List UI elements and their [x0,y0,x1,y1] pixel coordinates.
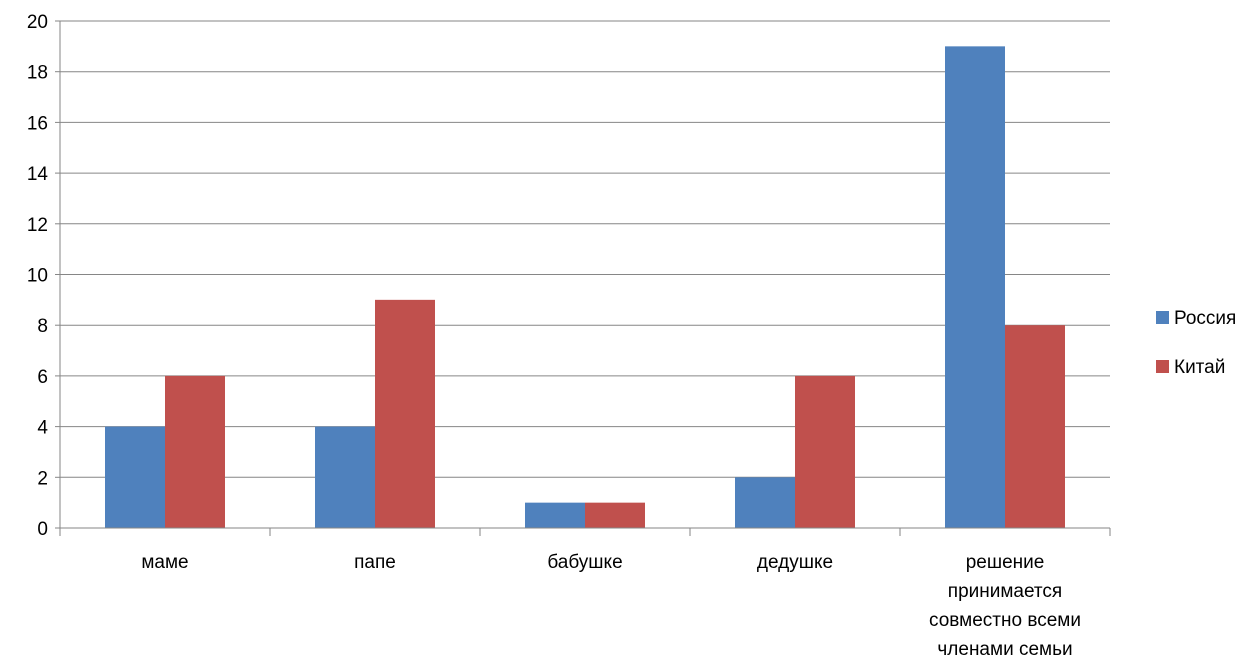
y-tick-label: 18 [27,63,48,84]
y-tick-label: 14 [27,164,49,185]
x-category-label: решение принимается совместно всеми членами… [929,552,1081,660]
x-category-label-line: бабушке [547,552,622,573]
y-tick-label: 12 [27,215,48,236]
x-category-label: маме [141,552,188,573]
gridlines [60,20,1110,478]
x-category-label-line: принимается [948,581,1062,602]
x-category-label-line: маме [141,552,188,573]
bar-series-2 [375,299,435,528]
legend-label: Россия [1174,308,1236,329]
bar-series-1 [105,426,165,528]
bar-series-2 [585,502,645,528]
bar-series-1 [315,426,375,528]
y-tick-label: 6 [37,367,48,388]
y-tick-label: 8 [37,316,48,337]
bar-series-2 [1005,325,1065,528]
y-tick-labels: 0 2 4 6 8 10 12 14 16 18 20 [27,12,49,540]
y-tick-label: 2 [37,468,48,489]
x-category-label: бабушке [547,552,622,573]
x-category-labels: маме папе бабушке дедушке решение принимается… [141,552,1081,660]
axes [55,20,1111,536]
x-category-label-line: папе [354,552,396,573]
x-category-label-line: членами семьи [937,639,1072,660]
y-tick-label: 10 [27,266,48,287]
legend-swatch [1156,360,1169,373]
x-category-label-line: совместно всеми [929,610,1081,631]
y-tick-label: 20 [27,12,48,33]
bar-series-2 [165,375,225,528]
legend-swatch [1156,311,1169,324]
y-tick-label: 16 [27,113,48,134]
bar-series-1 [735,477,795,528]
legend-label: Китай [1174,357,1225,378]
legend: Россия Китай [1156,308,1236,378]
bars [105,46,1065,528]
x-category-label: дедушке [757,552,833,573]
y-tick-label: 0 [37,519,48,540]
x-category-label: папе [354,552,396,573]
x-category-label-line: решение [966,552,1045,573]
bar-series-1 [945,46,1005,528]
bar-series-2 [795,375,855,528]
bar-series-1 [525,502,585,528]
y-tick-label: 4 [37,418,48,439]
x-category-label-line: дедушке [757,552,833,573]
